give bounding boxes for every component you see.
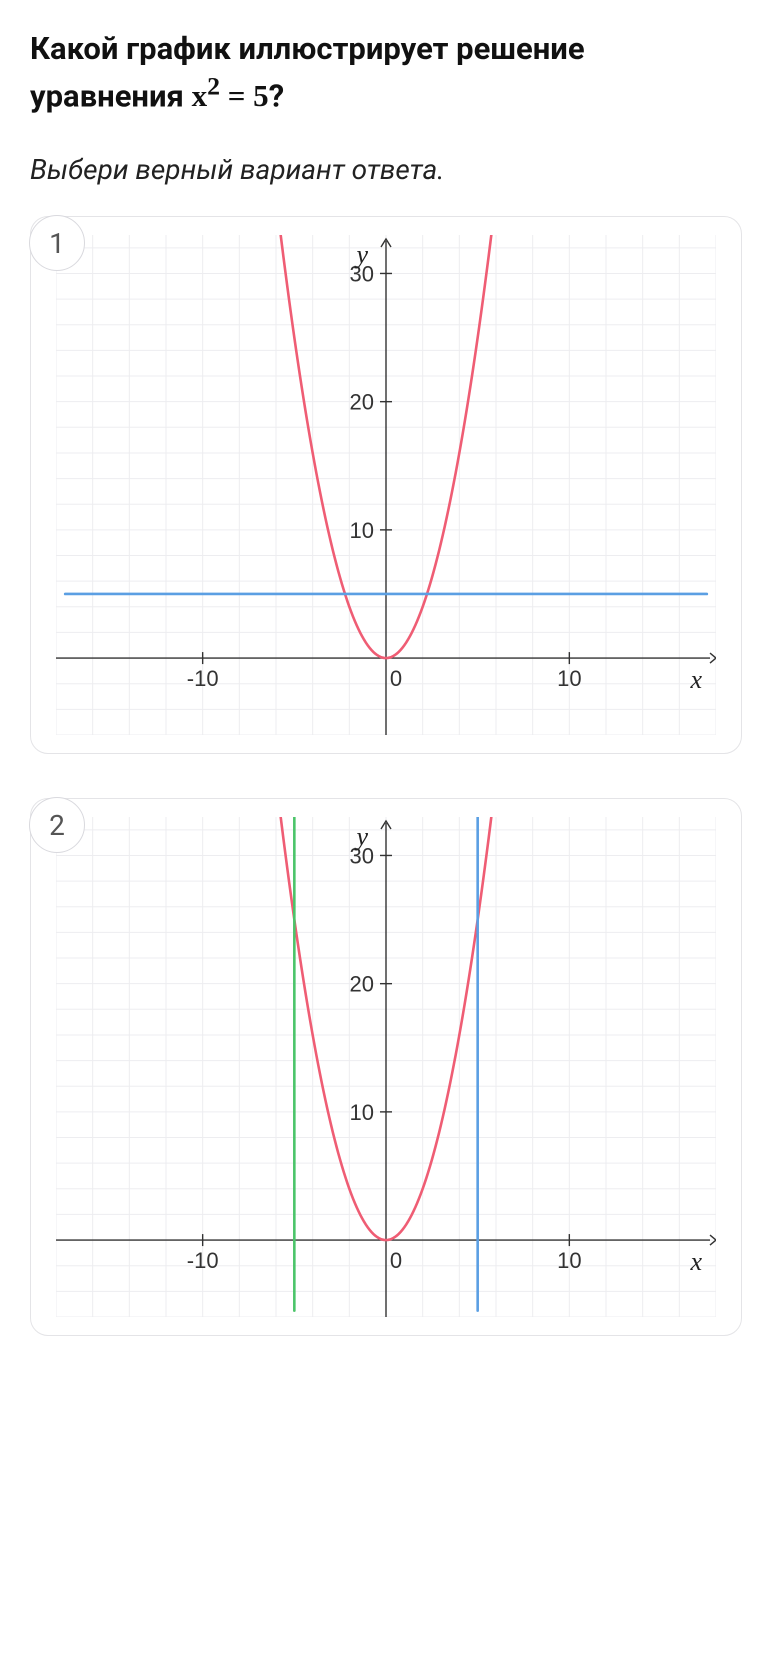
chart-wrap: -10010102030yx (49, 235, 723, 735)
svg-text:20: 20 (350, 390, 374, 415)
ticks: -10010102030 (187, 261, 582, 691)
y-axis-label: y (353, 240, 368, 269)
x-axis-label: x (689, 1247, 702, 1276)
option-card[interactable]: 2-10010102030yx (30, 798, 742, 1336)
axes (56, 239, 716, 735)
svg-text:0: 0 (390, 1248, 402, 1273)
ticks: -10010102030 (187, 843, 582, 1273)
axes (56, 821, 716, 1317)
question-text: Какой график иллюстрирует решение уравне… (30, 28, 742, 117)
instruction-text: Выбери верный вариант ответа. (30, 153, 742, 186)
svg-text:10: 10 (557, 1248, 581, 1273)
chart-wrap: -10010102030yx (49, 817, 723, 1317)
svg-text:10: 10 (350, 1100, 374, 1125)
svg-text:-10: -10 (187, 1248, 219, 1273)
x-axis-label: x (689, 665, 702, 694)
option-badge: 1 (29, 215, 85, 271)
y-axis-label: y (353, 822, 368, 851)
chart: -10010102030yx (56, 817, 716, 1317)
math-expression: x2 = 5 (192, 78, 269, 113)
svg-text:20: 20 (350, 972, 374, 997)
option-badge: 2 (29, 797, 85, 853)
svg-text:10: 10 (350, 518, 374, 543)
svg-text:0: 0 (390, 666, 402, 691)
options-container: 1-10010102030yx2-10010102030yx (30, 216, 742, 1336)
chart: -10010102030yx (56, 235, 716, 735)
option-card[interactable]: 1-10010102030yx (30, 216, 742, 754)
svg-text:-10: -10 (187, 666, 219, 691)
svg-text:10: 10 (557, 666, 581, 691)
